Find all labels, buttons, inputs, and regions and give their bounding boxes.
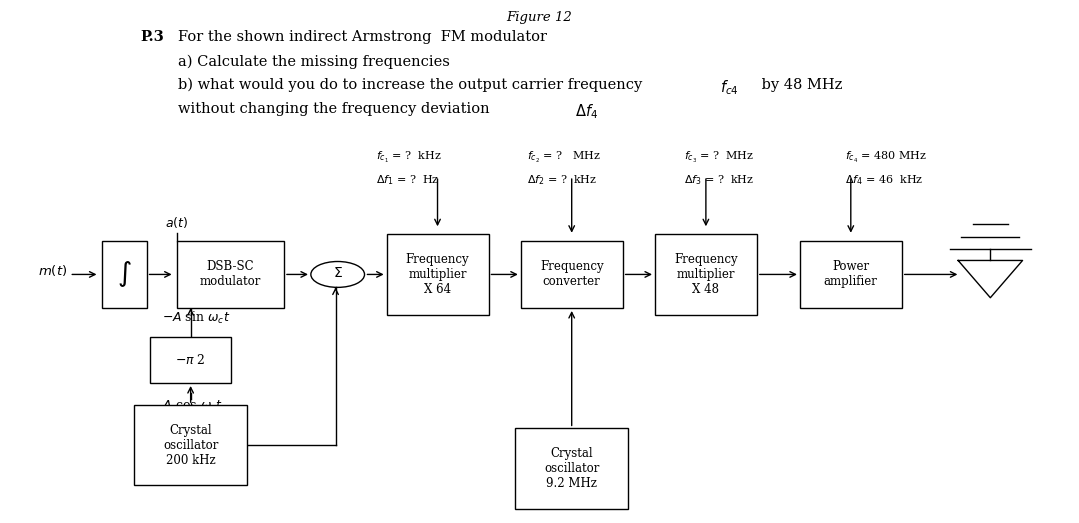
- Text: $\Delta f_1$ = ?  Hz: $\Delta f_1$ = ? Hz: [377, 174, 440, 187]
- Text: a) Calculate the missing frequencies: a) Calculate the missing frequencies: [178, 54, 450, 69]
- FancyBboxPatch shape: [516, 428, 628, 508]
- FancyBboxPatch shape: [800, 241, 902, 308]
- Text: without changing the frequency deviation: without changing the frequency deviation: [178, 102, 494, 116]
- Text: Frequency
converter: Frequency converter: [540, 260, 603, 289]
- Text: $f_{c_1}$ = ?  kHz: $f_{c_1}$ = ? kHz: [377, 150, 442, 165]
- Text: $f_{c4}$: $f_{c4}$: [720, 78, 738, 97]
- FancyBboxPatch shape: [655, 234, 756, 314]
- Text: $f_{c_2}$ = ?   MHz: $f_{c_2}$ = ? MHz: [527, 150, 600, 165]
- Text: $\Delta f_4$: $\Delta f_4$: [575, 102, 598, 121]
- Text: $-A$ sin $\omega_c t$: $-A$ sin $\omega_c t$: [162, 310, 230, 326]
- Text: Frequency
multiplier
X 48: Frequency multiplier X 48: [674, 253, 738, 296]
- FancyBboxPatch shape: [177, 241, 284, 308]
- Text: Power
amplifier: Power amplifier: [824, 260, 877, 289]
- Text: Figure 12: Figure 12: [507, 10, 572, 24]
- Text: $m(t)$: $m(t)$: [38, 263, 67, 278]
- FancyBboxPatch shape: [386, 234, 489, 314]
- FancyBboxPatch shape: [521, 241, 623, 308]
- Text: Crystal
oscillator
9.2 MHz: Crystal oscillator 9.2 MHz: [544, 447, 600, 490]
- Text: $f_{c_3}$ = ?  MHz: $f_{c_3}$ = ? MHz: [684, 150, 754, 165]
- Text: $-\pi$ 2: $-\pi$ 2: [175, 353, 206, 367]
- Text: For the shown indirect Armstrong  FM modulator: For the shown indirect Armstrong FM modu…: [178, 30, 547, 44]
- FancyBboxPatch shape: [134, 405, 247, 485]
- Text: $A$ cos $\omega_c t$: $A$ cos $\omega_c t$: [162, 399, 222, 414]
- Text: $a(t)$: $a(t)$: [165, 215, 189, 231]
- FancyBboxPatch shape: [101, 241, 147, 308]
- Text: Crystal
oscillator
200 kHz: Crystal oscillator 200 kHz: [163, 424, 218, 467]
- FancyBboxPatch shape: [150, 336, 231, 383]
- Text: $\int$: $\int$: [117, 259, 132, 289]
- Text: $\Delta f_4$ = 46  kHz: $\Delta f_4$ = 46 kHz: [846, 174, 924, 187]
- Text: Frequency
multiplier
X 64: Frequency multiplier X 64: [406, 253, 469, 296]
- Text: $\Sigma$: $\Sigma$: [332, 266, 343, 280]
- Text: P.3: P.3: [140, 30, 164, 44]
- Text: by 48 MHz: by 48 MHz: [757, 78, 843, 92]
- Text: $\Delta f_2$ = ?  kHz: $\Delta f_2$ = ? kHz: [527, 174, 597, 187]
- Text: b) what would you do to increase the output carrier frequency: b) what would you do to increase the out…: [178, 78, 646, 92]
- Text: $f_{c_4}$ = 480 MHz: $f_{c_4}$ = 480 MHz: [846, 150, 927, 165]
- Text: $\Delta f_3$ = ?  kHz: $\Delta f_3$ = ? kHz: [684, 174, 754, 187]
- Text: DSB-SC
modulator: DSB-SC modulator: [200, 260, 261, 289]
